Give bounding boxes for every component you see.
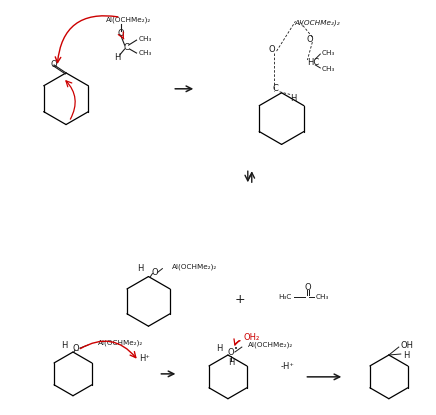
Text: O: O [304,283,311,292]
Text: O: O [151,268,158,277]
Text: CH₃: CH₃ [139,50,152,56]
Text: C: C [124,43,129,51]
Text: Al(OCHMe₂)₂: Al(OCHMe₂)₂ [295,20,340,27]
Text: C: C [272,84,279,93]
Text: H: H [403,351,409,359]
Text: -H⁺: -H⁺ [281,362,294,371]
Text: O: O [51,61,58,69]
Text: ··: ·· [76,349,80,354]
Text: H: H [216,344,222,353]
Text: +: + [235,293,245,306]
Text: H: H [228,359,234,367]
Text: O: O [306,34,313,44]
Text: CH₃: CH₃ [321,50,335,56]
Text: CH₃: CH₃ [315,294,329,300]
Text: H₃C: H₃C [278,294,292,300]
Text: H: H [61,341,67,349]
Text: •: • [234,346,238,352]
Text: H: H [137,264,144,273]
Text: O: O [73,344,79,353]
Text: ··: ·· [229,354,233,359]
Text: Al(OCHMe₂)₂: Al(OCHMe₂)₂ [248,342,293,348]
Text: HC: HC [307,59,320,68]
Text: H: H [115,53,121,61]
Text: H⁺: H⁺ [139,354,150,364]
Text: Al(OCHMe₂)₂: Al(OCHMe₂)₂ [98,340,143,347]
Text: Al(OCHMe₂)₂: Al(OCHMe₂)₂ [172,264,218,270]
Text: O: O [268,44,275,54]
Text: CH₃: CH₃ [321,66,335,72]
Text: O: O [117,29,124,38]
Text: CH₃: CH₃ [139,36,152,42]
Text: O: O [228,347,234,356]
Text: OH: OH [401,341,414,349]
Text: H: H [290,94,296,103]
Text: OH₂: OH₂ [244,333,260,342]
Text: Al(OCHMe₂)₂: Al(OCHMe₂)₂ [106,16,151,22]
